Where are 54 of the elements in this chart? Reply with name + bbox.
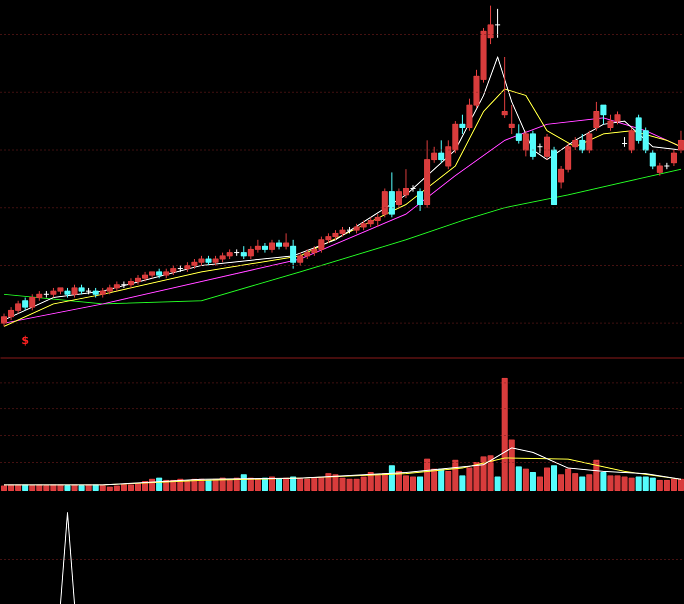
candlestick: [72, 284, 78, 298]
candlestick: [670, 149, 677, 167]
candlestick: [283, 232, 290, 250]
candlestick: [290, 239, 296, 270]
candlestick: [516, 124, 522, 144]
candlestick: [522, 130, 529, 157]
candlestick: [276, 239, 282, 250]
bar: [205, 480, 212, 491]
candlestick: [593, 101, 600, 132]
candlestick: [628, 127, 635, 154]
bar: [459, 475, 466, 491]
candlestick: [22, 297, 28, 311]
candlestick: [544, 133, 550, 160]
candlestick: [92, 287, 99, 298]
candlestick: [262, 242, 268, 254]
bar: [600, 472, 606, 491]
candlestick: [536, 143, 543, 154]
bar: [530, 472, 536, 491]
bar: [240, 474, 247, 491]
candlestick: [586, 130, 592, 154]
candlestick: [579, 133, 586, 154]
candlestick: [508, 104, 515, 134]
candlestick: [622, 136, 628, 148]
candlestick: [600, 104, 606, 125]
bar: [551, 465, 558, 491]
bar: [78, 485, 85, 491]
bar: [64, 485, 71, 491]
candlestick: [156, 268, 162, 279]
candlestick: [78, 284, 85, 295]
candlestick: [64, 287, 71, 298]
text: $: [21, 334, 30, 347]
candlestick: [502, 56, 508, 118]
candlestick: [459, 114, 466, 134]
bar: [516, 466, 522, 491]
candlestick: [268, 239, 276, 254]
candlestick: [240, 246, 247, 260]
bar: [283, 478, 290, 491]
bar: [438, 468, 444, 491]
candlestick: [388, 172, 395, 218]
bar: [522, 468, 529, 491]
bar: [417, 476, 424, 491]
candlestick: [678, 130, 684, 154]
candlestick: [530, 130, 536, 160]
bar: [494, 476, 501, 491]
bar: [388, 465, 395, 491]
candlestick: [438, 140, 444, 164]
candlestick: [494, 8, 501, 38]
candlestick: [417, 188, 424, 212]
candlestick: [205, 255, 212, 266]
bar: [579, 476, 586, 491]
bar: [276, 478, 282, 491]
candlestick: [382, 188, 388, 218]
candlestick: [656, 162, 663, 176]
candlestick: [650, 149, 656, 170]
